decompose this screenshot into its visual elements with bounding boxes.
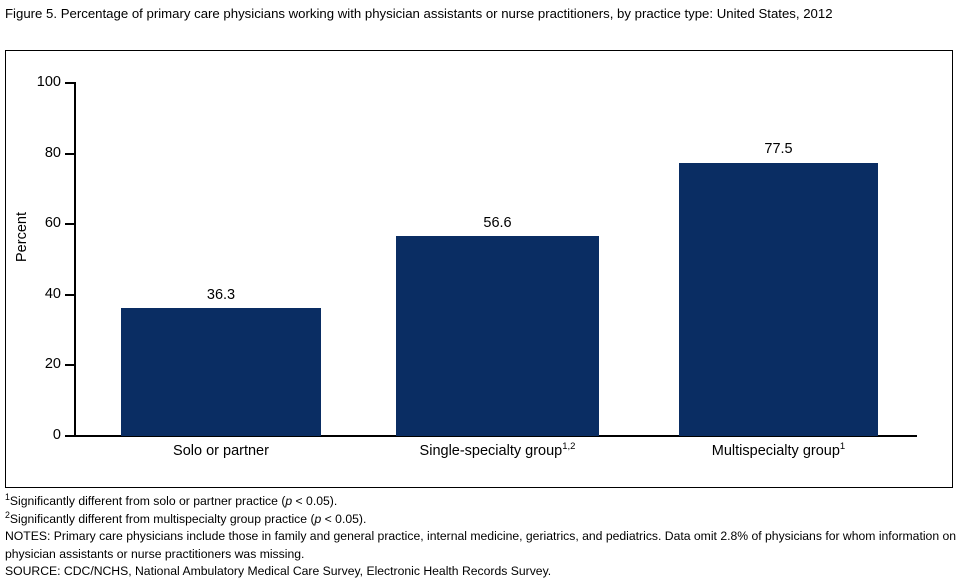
y-tick-label-40-wrap: 40 xyxy=(6,285,61,302)
bar-value-single-specialty-group: 56.6 xyxy=(483,215,512,231)
x-tick-label-solo-or-partner: Solo or partner xyxy=(121,442,321,460)
y-tick-label-20: 20 xyxy=(44,356,61,373)
bar-multispecialty-group xyxy=(679,162,878,436)
footnote-notes: NOTES: Primary care physicians include t… xyxy=(5,529,960,561)
y-tick-80 xyxy=(65,152,75,155)
footnote-1-marker: 1 xyxy=(5,491,10,502)
y-tick-100 xyxy=(65,82,75,84)
y-tick-label-100: 100 xyxy=(36,74,61,90)
bar-value-multispecialty-group: 77.5 xyxy=(764,141,793,157)
bar-solo-or-partner xyxy=(121,307,321,436)
footnote-1-text-b: < 0.05). xyxy=(292,494,338,508)
x-tick-label-solo-or-partner-text: Solo or partner xyxy=(173,443,269,459)
footnote-2: 2Significantly different from multispeci… xyxy=(5,509,957,529)
y-tick-label-40: 40 xyxy=(44,285,61,302)
footnotes: 1Significantly different from solo or pa… xyxy=(5,493,957,581)
y-tick-60 xyxy=(65,223,75,226)
y-tick-label-80: 80 xyxy=(44,144,61,161)
y-tick-0 xyxy=(65,435,75,437)
y-tick-label-20-wrap: 20 xyxy=(6,356,61,373)
footnote-2-p-italic: p xyxy=(314,511,322,526)
footnote-1-p-italic: p xyxy=(285,494,293,508)
bar-value-solo-or-partner: 36.3 xyxy=(206,287,236,303)
y-tick-label-0: 0 xyxy=(52,427,61,443)
bar-single-specialty-group xyxy=(396,236,599,436)
x-tick-label-multispecialty-group-sup: 1 xyxy=(839,441,846,453)
y-tick-label-80-wrap: 80 xyxy=(6,144,61,161)
x-tick-label-single-specialty-group: Single-specialty group1,2 xyxy=(396,442,599,460)
footnote-2-marker: 2 xyxy=(5,509,10,520)
footnote-1-text-a: Significantly different from solo or par… xyxy=(9,494,286,508)
plot-area: 100 80 60 40 20 0 Percent 36.3 xyxy=(6,51,952,487)
footnote-source: SOURCE: CDC/NCHS, National Ambulatory Me… xyxy=(5,564,552,579)
x-tick-label-multispecialty-group-text: Multispecialty group xyxy=(711,443,840,459)
x-tick-label-single-specialty-group-sup: 1,2 xyxy=(562,441,576,453)
footnote-2-text-a: Significantly different from multispecia… xyxy=(9,511,315,526)
x-axis-line xyxy=(74,435,917,437)
y-tick-40 xyxy=(65,293,75,296)
figure-title: Figure 5. Percentage of primary care phy… xyxy=(5,6,833,21)
footnote-2-text-b: < 0.05). xyxy=(321,511,367,526)
y-tick-label-60-wrap: 60 xyxy=(6,215,61,232)
x-tick-label-multispecialty-group: Multispecialty group1 xyxy=(679,442,878,460)
footnote-1: 1Significantly different from solo or pa… xyxy=(5,493,957,511)
y-axis-line xyxy=(74,82,76,437)
y-tick-label-100-wrap: 100 xyxy=(6,74,61,90)
bars-layer xyxy=(6,51,952,436)
y-tick-20 xyxy=(65,364,75,367)
chart-frame: 100 80 60 40 20 0 Percent 36.3 xyxy=(5,50,953,488)
x-tick-label-single-specialty-group-text: Single-specialty group xyxy=(419,443,563,459)
y-tick-label-0-wrap: 0 xyxy=(6,427,61,443)
y-tick-label-60: 60 xyxy=(44,215,61,232)
